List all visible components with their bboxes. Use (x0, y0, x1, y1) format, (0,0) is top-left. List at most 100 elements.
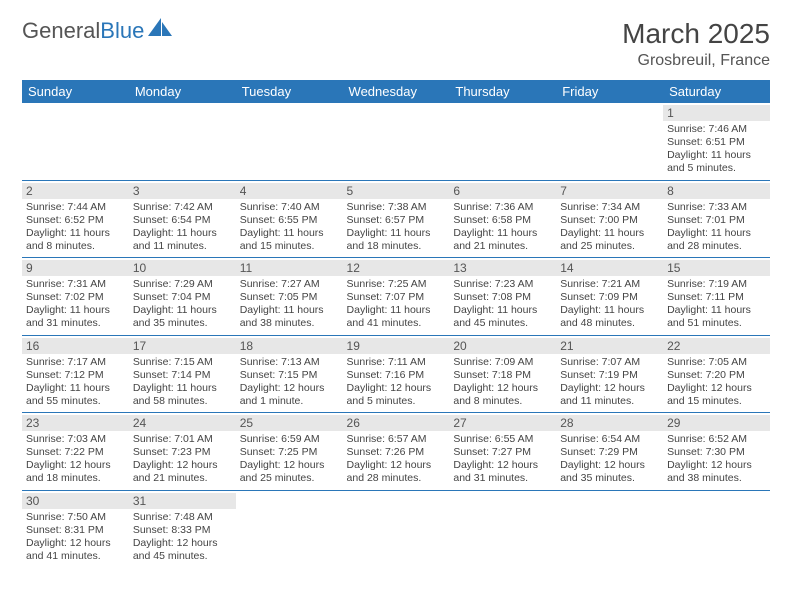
day-info: Sunrise: 7:07 AMSunset: 7:19 PMDaylight:… (560, 356, 659, 409)
day-info: Sunrise: 7:46 AMSunset: 6:51 PMDaylight:… (667, 123, 766, 176)
day-info: Sunrise: 7:23 AMSunset: 7:08 PMDaylight:… (453, 278, 552, 331)
day-number: 2 (22, 183, 129, 199)
day-info: Sunrise: 6:57 AMSunset: 7:26 PMDaylight:… (347, 433, 446, 486)
day-number: 25 (236, 415, 343, 431)
day-info: Sunrise: 7:40 AMSunset: 6:55 PMDaylight:… (240, 201, 339, 254)
header: GeneralBlue March 2025 Grosbreuil, Franc… (22, 18, 770, 70)
sunset-text: Sunset: 7:15 PM (240, 369, 339, 382)
sunrise-text: Sunrise: 7:40 AM (240, 201, 339, 214)
calendar-cell (129, 103, 236, 180)
day-number: 6 (449, 183, 556, 199)
daylight-text: Daylight: 12 hours and 15 minutes. (667, 382, 766, 408)
logo-text-b: Blue (100, 18, 144, 44)
sunrise-text: Sunrise: 7:21 AM (560, 278, 659, 291)
sunrise-text: Sunrise: 7:09 AM (453, 356, 552, 369)
calendar-cell: 12Sunrise: 7:25 AMSunset: 7:07 PMDayligh… (343, 258, 450, 336)
day-header-row: Sunday Monday Tuesday Wednesday Thursday… (22, 80, 770, 103)
day-info: Sunrise: 7:42 AMSunset: 6:54 PMDaylight:… (133, 201, 232, 254)
calendar-cell: 29Sunrise: 6:52 AMSunset: 7:30 PMDayligh… (663, 413, 770, 491)
day-header: Saturday (663, 80, 770, 103)
logo: GeneralBlue (22, 18, 174, 44)
daylight-text: Daylight: 11 hours and 51 minutes. (667, 304, 766, 330)
daylight-text: Daylight: 12 hours and 28 minutes. (347, 459, 446, 485)
day-info: Sunrise: 7:03 AMSunset: 7:22 PMDaylight:… (26, 433, 125, 486)
sunrise-text: Sunrise: 7:23 AM (453, 278, 552, 291)
day-number: 7 (556, 183, 663, 199)
calendar-cell: 18Sunrise: 7:13 AMSunset: 7:15 PMDayligh… (236, 335, 343, 413)
sunrise-text: Sunrise: 7:07 AM (560, 356, 659, 369)
sail-icon (148, 18, 174, 44)
sunset-text: Sunset: 7:20 PM (667, 369, 766, 382)
calendar-cell (343, 103, 450, 180)
daylight-text: Daylight: 11 hours and 48 minutes. (560, 304, 659, 330)
month-title: March 2025 (622, 18, 770, 50)
sunset-text: Sunset: 7:27 PM (453, 446, 552, 459)
day-number: 18 (236, 338, 343, 354)
calendar-row: 1 Sunrise: 7:46 AMSunset: 6:51 PMDaylight… (22, 103, 770, 180)
calendar-cell: 10 Sunrise: 7:29 AMSunset: 7:04 PMDayligh… (129, 258, 236, 336)
sunset-text: Sunset: 6:55 PM (240, 214, 339, 227)
day-number: 17 (129, 338, 236, 354)
daylight-text: Daylight: 11 hours and 5 minutes. (667, 149, 766, 175)
daylight-text: Daylight: 12 hours and 11 minutes. (560, 382, 659, 408)
sunset-text: Sunset: 7:19 PM (560, 369, 659, 382)
day-header: Sunday (22, 80, 129, 103)
daylight-text: Daylight: 11 hours and 25 minutes. (560, 227, 659, 253)
sunset-text: Sunset: 7:12 PM (26, 369, 125, 382)
day-number: 16 (22, 338, 129, 354)
calendar-cell: 27 Sunrise: 6:55 AMSunset: 7:27 PMDayligh… (449, 413, 556, 491)
day-number: 14 (556, 260, 663, 276)
daylight-text: Daylight: 12 hours and 38 minutes. (667, 459, 766, 485)
day-number: 26 (343, 415, 450, 431)
daylight-text: Daylight: 12 hours and 5 minutes. (347, 382, 446, 408)
day-info: Sunrise: 7:31 AMSunset: 7:02 PMDaylight:… (26, 278, 125, 331)
day-info: Sunrise: 6:55 AMSunset: 7:27 PMDaylight:… (453, 433, 552, 486)
sunset-text: Sunset: 7:25 PM (240, 446, 339, 459)
day-number: 1 (663, 105, 770, 121)
day-header: Tuesday (236, 80, 343, 103)
daylight-text: Daylight: 11 hours and 58 minutes. (133, 382, 232, 408)
calendar-cell: 19Sunrise: 7:11 AMSunset: 7:16 PMDayligh… (343, 335, 450, 413)
day-number: 10 (129, 260, 236, 276)
sunset-text: Sunset: 8:33 PM (133, 524, 232, 537)
calendar-cell: 13Sunrise: 7:23 AMSunset: 7:08 PMDayligh… (449, 258, 556, 336)
calendar-row: 2 Sunrise: 7:44 AMSunset: 6:52 PMDaylight… (22, 180, 770, 258)
sunrise-text: Sunrise: 7:46 AM (667, 123, 766, 136)
day-header: Friday (556, 80, 663, 103)
calendar-cell (343, 490, 450, 567)
day-number: 15 (663, 260, 770, 276)
sunrise-text: Sunrise: 7:25 AM (347, 278, 446, 291)
sunrise-text: Sunrise: 6:55 AM (453, 433, 552, 446)
day-info: Sunrise: 7:01 AMSunset: 7:23 PMDaylight:… (133, 433, 232, 486)
day-number: 29 (663, 415, 770, 431)
day-info: Sunrise: 7:48 AMSunset: 8:33 PMDaylight:… (133, 511, 232, 564)
sunrise-text: Sunrise: 7:38 AM (347, 201, 446, 214)
sunset-text: Sunset: 7:30 PM (667, 446, 766, 459)
day-info: Sunrise: 7:15 AMSunset: 7:14 PMDaylight:… (133, 356, 232, 409)
daylight-text: Daylight: 11 hours and 18 minutes. (347, 227, 446, 253)
calendar-cell: 9Sunrise: 7:31 AMSunset: 7:02 PMDaylight… (22, 258, 129, 336)
daylight-text: Daylight: 12 hours and 41 minutes. (26, 537, 125, 563)
sunrise-text: Sunrise: 7:29 AM (133, 278, 232, 291)
day-number: 8 (663, 183, 770, 199)
calendar-table: Sunday Monday Tuesday Wednesday Thursday… (22, 80, 770, 567)
day-header: Monday (129, 80, 236, 103)
calendar-cell: 3 Sunrise: 7:42 AMSunset: 6:54 PMDaylight… (129, 180, 236, 258)
calendar-cell: 26 Sunrise: 6:57 AMSunset: 7:26 PMDayligh… (343, 413, 450, 491)
sunrise-text: Sunrise: 7:50 AM (26, 511, 125, 524)
day-info: Sunrise: 7:44 AMSunset: 6:52 PMDaylight:… (26, 201, 125, 254)
daylight-text: Daylight: 11 hours and 8 minutes. (26, 227, 125, 253)
daylight-text: Daylight: 12 hours and 1 minute. (240, 382, 339, 408)
sunrise-text: Sunrise: 7:44 AM (26, 201, 125, 214)
day-number: 5 (343, 183, 450, 199)
sunrise-text: Sunrise: 7:42 AM (133, 201, 232, 214)
day-number: 21 (556, 338, 663, 354)
day-number: 3 (129, 183, 236, 199)
day-number: 27 (449, 415, 556, 431)
day-info: Sunrise: 7:29 AMSunset: 7:04 PMDaylight:… (133, 278, 232, 331)
daylight-text: Daylight: 11 hours and 45 minutes. (453, 304, 552, 330)
calendar-cell: 15Sunrise: 7:19 AMSunset: 7:11 PMDayligh… (663, 258, 770, 336)
sunrise-text: Sunrise: 7:19 AM (667, 278, 766, 291)
day-info: Sunrise: 7:36 AMSunset: 6:58 PMDaylight:… (453, 201, 552, 254)
day-info: Sunrise: 7:33 AMSunset: 7:01 PMDaylight:… (667, 201, 766, 254)
